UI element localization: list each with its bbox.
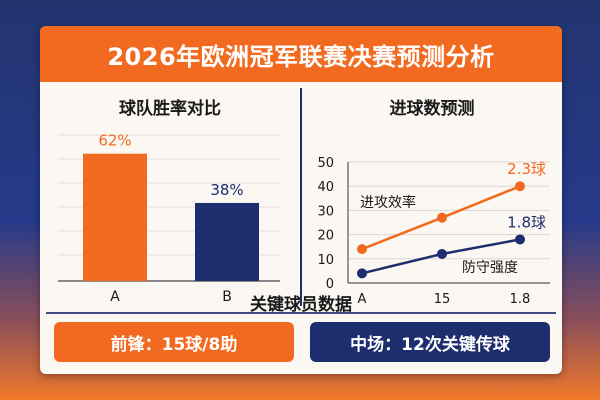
y-tick-label: 0 <box>326 277 334 292</box>
series-point <box>437 248 447 259</box>
section-divider <box>46 312 556 314</box>
y-tick-label: 50 <box>317 156 334 171</box>
series-name-label: 防守强度 <box>462 260 518 276</box>
bar-value-label: 62% <box>98 132 131 150</box>
win-rate-bar-chart: 62% A 38% B <box>58 132 280 305</box>
players-title: 关键球员数据 <box>250 295 352 315</box>
series-name-label: 进攻效率 <box>360 194 416 211</box>
series-point <box>515 181 525 192</box>
x-tick-label: 15 <box>434 292 451 307</box>
series-point <box>437 212 447 223</box>
infographic-card: 2026年欧洲冠军联赛决赛预测分析 球队胜率对比 62% A 38% B 进球数预测 … <box>40 26 562 374</box>
y-tick-label: 20 <box>317 229 334 244</box>
goals-panel: 进球数预测 0 10 20 30 40 50 A 15 1.8 进攻效率 2.3球防守强度 1.8球 <box>302 82 562 312</box>
series-point <box>357 244 367 255</box>
series-end-label: 1.8球 <box>507 213 546 231</box>
bar-category-label: B <box>222 289 232 305</box>
y-tick-label: 30 <box>317 204 334 219</box>
midfield-stat-badge: 中场：12次关键传球 <box>310 322 550 362</box>
forward-stat-badge: 前锋：15球/8助 <box>54 322 294 362</box>
bar-category-label: A <box>110 289 120 305</box>
series-end-label: 2.3球 <box>507 160 546 178</box>
bar-value-label: 38% <box>210 181 243 199</box>
series-point <box>357 268 367 279</box>
x-tick-label: 1.8 <box>510 292 531 307</box>
header-banner: 2026年欧洲冠军联赛决赛预测分析 <box>40 26 562 82</box>
win-rate-panel: 球队胜率对比 62% A 38% B <box>40 82 300 312</box>
bar-b <box>195 202 259 281</box>
win-rate-title: 球队胜率对比 <box>119 99 221 119</box>
series-point <box>515 234 525 245</box>
page-title: 2026年欧洲冠军联赛决赛预测分析 <box>107 42 495 71</box>
y-tick-label: 40 <box>317 180 334 195</box>
y-tick-label: 10 <box>317 253 334 268</box>
goals-title: 进球数预测 <box>389 99 475 119</box>
x-tick-label: A <box>358 292 367 307</box>
panel-divider <box>300 88 302 306</box>
bar-a <box>83 153 147 281</box>
